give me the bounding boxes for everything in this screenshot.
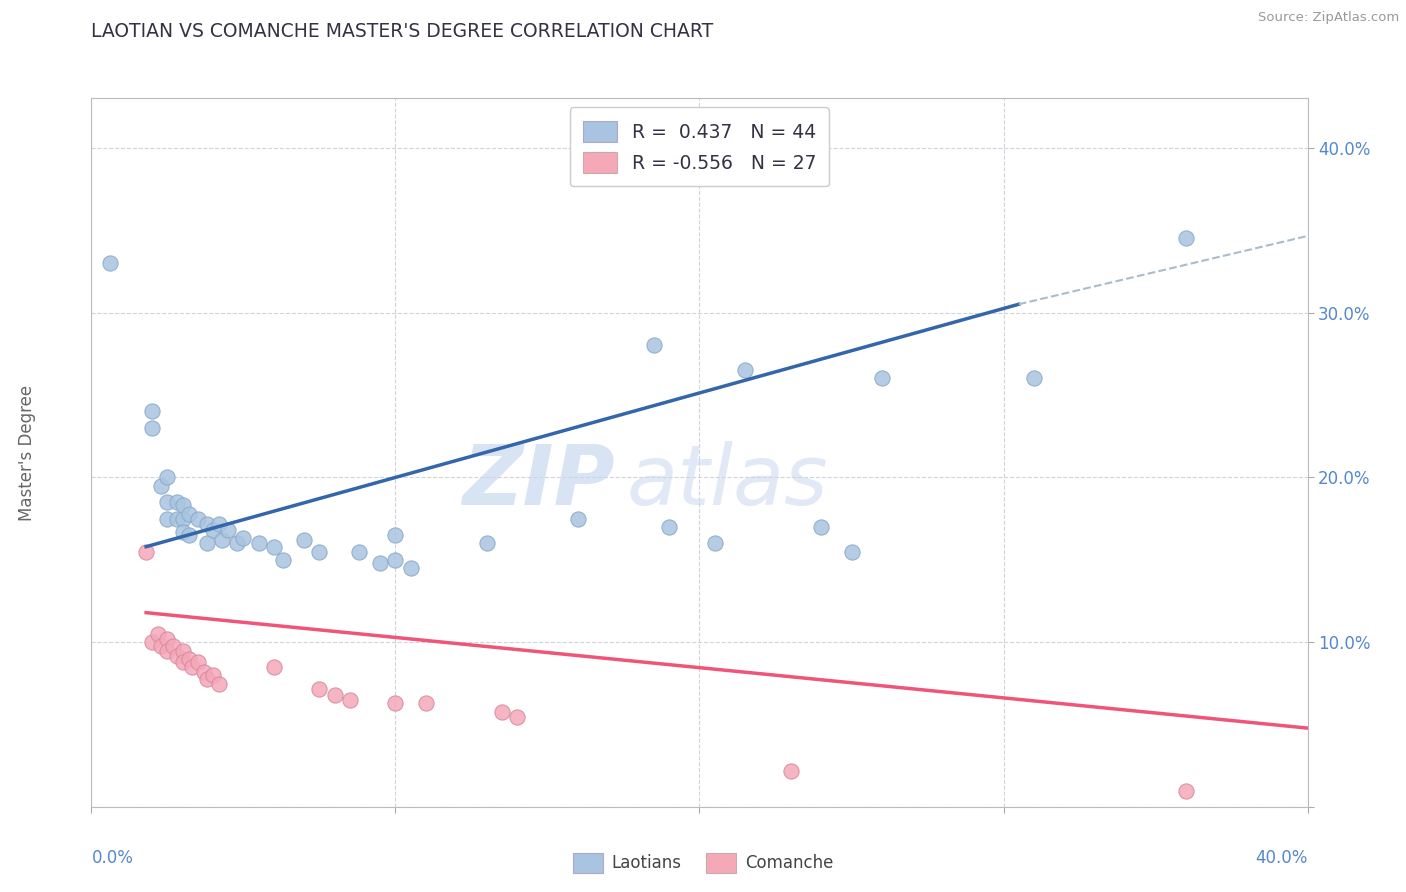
Point (98, 256, 121, 270)
Point (150, 478, 173, 492)
Point (211, 533, 233, 547)
Point (195, 536, 218, 550)
Point (384, 528, 406, 542)
Point (156, 632, 179, 646)
Point (870, 371, 893, 385)
Point (156, 643, 179, 657)
Point (148, 627, 170, 641)
Point (162, 639, 184, 653)
Point (141, 635, 163, 649)
Text: 40.0%: 40.0% (1256, 849, 1308, 867)
Point (187, 655, 209, 669)
Point (263, 660, 285, 674)
Point (172, 524, 194, 539)
Text: 0.0%: 0.0% (91, 849, 134, 867)
Point (384, 553, 406, 567)
Y-axis label: Master's Degree: Master's Degree (18, 384, 35, 521)
Point (177, 528, 200, 542)
Point (193, 665, 215, 679)
Point (202, 523, 225, 537)
Point (384, 697, 406, 711)
Point (658, 520, 681, 534)
Point (308, 544, 330, 558)
Point (226, 536, 249, 550)
Point (703, 536, 725, 550)
Point (323, 688, 346, 702)
Text: Source: ZipAtlas.com: Source: ZipAtlas.com (1258, 11, 1399, 24)
Point (292, 533, 315, 547)
Point (1022, 371, 1045, 385)
Point (779, 764, 801, 778)
Legend: R =  0.437   N = 44, R = -0.556   N = 27: R = 0.437 N = 44, R = -0.556 N = 27 (569, 108, 830, 186)
Text: atlas: atlas (627, 441, 828, 522)
Point (172, 499, 194, 513)
Point (399, 561, 422, 575)
Point (172, 655, 194, 669)
Point (180, 660, 202, 674)
Point (506, 709, 529, 723)
Point (841, 544, 863, 558)
Point (208, 516, 231, 531)
Point (195, 672, 218, 686)
Point (1174, 231, 1197, 245)
Point (177, 652, 200, 666)
Point (156, 511, 179, 525)
Point (208, 676, 231, 690)
Point (166, 648, 188, 663)
Point (368, 556, 391, 570)
Point (217, 523, 239, 537)
Point (150, 639, 173, 653)
Point (141, 404, 163, 418)
Point (172, 511, 194, 525)
Point (415, 697, 437, 711)
Point (347, 544, 370, 558)
Point (177, 507, 200, 521)
Point (156, 470, 179, 484)
Point (308, 681, 330, 696)
Point (810, 520, 832, 534)
Point (263, 540, 285, 554)
Point (643, 338, 665, 352)
Point (1174, 784, 1197, 798)
Point (339, 693, 361, 707)
Point (232, 532, 254, 546)
Point (247, 536, 270, 550)
Point (567, 511, 589, 525)
Point (195, 516, 218, 531)
Point (187, 511, 209, 525)
Point (141, 421, 163, 435)
Point (156, 495, 179, 509)
Point (734, 363, 756, 377)
Point (475, 536, 498, 550)
Text: ZIP: ZIP (461, 441, 614, 522)
Point (491, 705, 513, 719)
Point (166, 511, 188, 525)
Legend: Laotians, Comanche: Laotians, Comanche (567, 847, 839, 880)
Point (166, 495, 188, 509)
Text: LAOTIAN VS COMANCHE MASTER'S DEGREE CORRELATION CHART: LAOTIAN VS COMANCHE MASTER'S DEGREE CORR… (91, 22, 714, 41)
Point (202, 668, 225, 682)
Point (271, 553, 294, 567)
Point (135, 544, 157, 558)
Point (172, 643, 194, 657)
